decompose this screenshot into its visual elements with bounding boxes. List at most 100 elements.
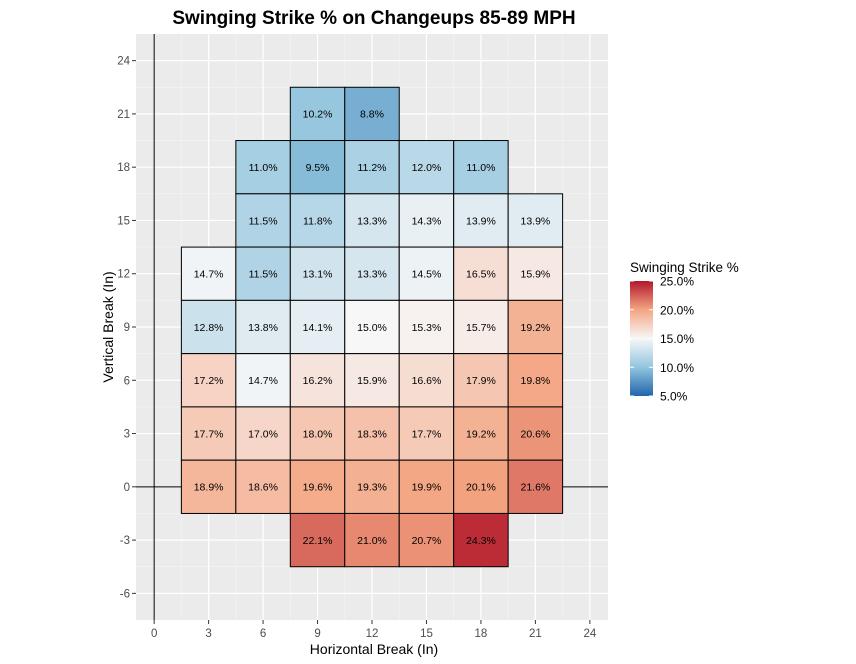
chart-title: Swinging Strike % on Changeups 85-89 MPH bbox=[172, 8, 575, 29]
x-tick-label: 21 bbox=[529, 628, 542, 640]
cell-value-label: 8.8% bbox=[360, 109, 384, 121]
cell-value-label: 11.8% bbox=[303, 215, 332, 227]
heatmap-cell bbox=[344, 406, 400, 461]
y-tick-label: -6 bbox=[120, 588, 130, 600]
cell-value-label: 24.3% bbox=[466, 535, 496, 547]
cell-value-label: 14.3% bbox=[412, 215, 442, 227]
cell-value-label: 15.9% bbox=[357, 375, 387, 387]
cell-value-label: 16.5% bbox=[466, 269, 496, 281]
legend-title: Swinging Strike % bbox=[630, 260, 739, 275]
heatmap-cell bbox=[453, 246, 509, 301]
y-tick-label: -3 bbox=[120, 535, 130, 547]
cell-value-label: 14.5% bbox=[412, 269, 442, 281]
x-tick-label: 24 bbox=[583, 628, 596, 640]
heatmap-cell bbox=[453, 299, 509, 355]
cell-value-label: 12.8% bbox=[194, 322, 224, 334]
legend-break-label: 10.0% bbox=[660, 361, 694, 375]
cell-value-label: 15.3% bbox=[412, 322, 442, 334]
heatmap-cell bbox=[398, 193, 455, 248]
legend-break-label: 5.0% bbox=[660, 390, 688, 404]
heatmap-cell bbox=[344, 193, 400, 248]
cell-value-label: 20.7% bbox=[412, 535, 442, 547]
cell-value-label: 19.3% bbox=[357, 482, 387, 494]
cell-value-label: 15.9% bbox=[520, 269, 550, 281]
y-tick-label: 6 bbox=[124, 375, 130, 387]
cell-value-label: 21.0% bbox=[357, 535, 387, 547]
color-legend: Swinging Strike % 25.0% 20.0% 15.0% 10.0% 5.… bbox=[630, 260, 739, 404]
cell-value-label: 19.2% bbox=[466, 428, 496, 440]
cell-value-label: 19.8% bbox=[520, 375, 550, 387]
heatmap-cell bbox=[453, 140, 509, 195]
heatmap-cell bbox=[289, 459, 346, 514]
cell-value-label: 12.0% bbox=[412, 162, 442, 174]
heatmap-cell bbox=[289, 193, 346, 248]
legend-break-label: 15.0% bbox=[660, 332, 694, 346]
cell-value-label: 16.2% bbox=[303, 375, 333, 387]
legend-break-label: 20.0% bbox=[660, 303, 694, 317]
cell-value-label: 15.0% bbox=[357, 322, 387, 334]
x-tick-label: 0 bbox=[151, 628, 157, 640]
y-tick-label: 24 bbox=[117, 56, 130, 68]
heatmap-cell bbox=[289, 512, 346, 568]
cell-value-label: 13.3% bbox=[357, 215, 387, 227]
cell-value-label: 13.9% bbox=[466, 215, 496, 227]
cell-value-label: 17.2% bbox=[194, 375, 224, 387]
x-axis: 0 3 6 9 12 15 18 21 24 bbox=[151, 620, 597, 640]
cell-value-label: 15.7% bbox=[466, 322, 496, 334]
cell-value-label: 11.5% bbox=[249, 269, 278, 281]
heatmap-cell bbox=[398, 299, 455, 355]
cell-value-label: 17.0% bbox=[248, 428, 278, 440]
y-axis: -6 -3 0 3 6 9 12 15 18 21 24 bbox=[117, 56, 136, 600]
y-tick-label: 21 bbox=[117, 109, 130, 121]
x-tick-label: 15 bbox=[420, 628, 433, 640]
cell-value-label: 10.2% bbox=[303, 109, 333, 121]
x-tick-label: 6 bbox=[260, 628, 266, 640]
heatmap-cell bbox=[344, 512, 400, 568]
y-tick-label: 0 bbox=[124, 482, 130, 494]
cell-value-label: 13.3% bbox=[357, 269, 387, 281]
y-tick-label: 9 bbox=[124, 322, 130, 334]
cell-value-label: 9.5% bbox=[306, 162, 330, 174]
heatmap-cells bbox=[180, 86, 564, 568]
heatmap-cell bbox=[344, 353, 400, 408]
cell-value-label: 18.0% bbox=[303, 428, 333, 440]
heatmap-cell bbox=[289, 86, 346, 142]
cell-value-label: 20.1% bbox=[466, 482, 496, 494]
cell-value-label: 14.1% bbox=[303, 322, 333, 334]
heatmap-cell bbox=[235, 246, 291, 301]
heatmap-cell bbox=[507, 193, 564, 248]
cell-value-label: 14.7% bbox=[194, 269, 224, 281]
x-axis-title: Horizontal Break (In) bbox=[310, 641, 438, 657]
heatmap-cell bbox=[344, 246, 400, 301]
x-tick-label: 12 bbox=[366, 628, 379, 640]
heatmap-cell bbox=[398, 406, 455, 461]
cell-value-label: 18.3% bbox=[357, 428, 387, 440]
heatmap-cell bbox=[180, 459, 237, 514]
heatmap-cell bbox=[289, 246, 346, 301]
heatmap-cell bbox=[344, 140, 400, 195]
legend-ticks: 25.0% 20.0% 15.0% 10.0% 5.0% bbox=[630, 275, 694, 404]
x-tick-label: 9 bbox=[314, 628, 320, 640]
cell-value-label: 19.9% bbox=[412, 482, 442, 494]
cell-value-label: 16.6% bbox=[412, 375, 442, 387]
cell-value-label: 21.6% bbox=[520, 482, 550, 494]
cell-value-label: 17.9% bbox=[466, 375, 496, 387]
heatmap-cell bbox=[235, 140, 291, 195]
heatmap-cell bbox=[453, 406, 509, 461]
heatmap-cell bbox=[398, 353, 455, 408]
cell-value-label: 13.9% bbox=[520, 215, 550, 227]
cell-value-label: 14.7% bbox=[248, 375, 278, 387]
cell-value-label: 11.5% bbox=[249, 215, 278, 227]
cell-value-label: 11.0% bbox=[466, 162, 495, 174]
cell-value-label: 22.1% bbox=[303, 535, 333, 547]
heatmap-cell bbox=[507, 246, 564, 301]
heatmap-cell bbox=[180, 353, 237, 408]
y-tick-label: 15 bbox=[117, 215, 130, 227]
heatmap-cell bbox=[453, 512, 509, 568]
cell-value-label: 20.6% bbox=[520, 428, 550, 440]
heatmap-cell bbox=[235, 299, 291, 355]
cell-value-label: 19.2% bbox=[520, 322, 550, 334]
y-tick-label: 12 bbox=[117, 269, 130, 281]
